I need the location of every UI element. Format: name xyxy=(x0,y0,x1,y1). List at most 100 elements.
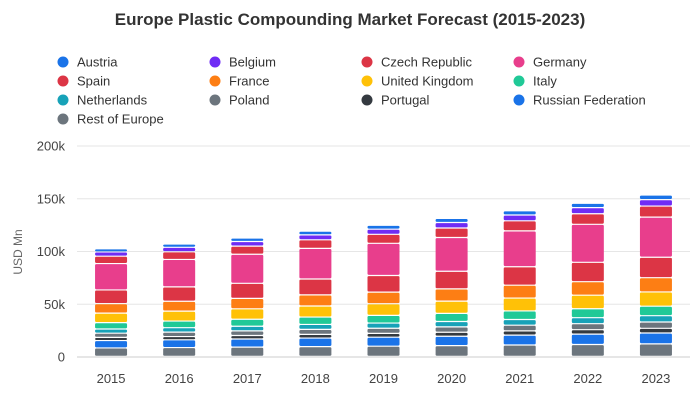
legend-item-czech-republic[interactable]: Czech Republic xyxy=(361,55,473,70)
bar-segment-germany[interactable] xyxy=(367,243,400,275)
bar-segment-russian-federation[interactable] xyxy=(435,336,468,346)
bar-segment-poland[interactable] xyxy=(435,327,468,332)
bar-segment-france[interactable] xyxy=(163,301,196,311)
bar-segment-russian-federation[interactable] xyxy=(639,333,672,344)
bar-segment-netherlands[interactable] xyxy=(163,328,196,332)
bar-segment-poland[interactable] xyxy=(95,333,128,337)
bar-segment-portugal[interactable] xyxy=(231,336,264,339)
bar-segment-russian-federation[interactable] xyxy=(367,337,400,346)
bar-segment-germany[interactable] xyxy=(503,231,536,267)
bar-segment-italy[interactable] xyxy=(95,323,128,329)
bar-segment-belgium[interactable] xyxy=(163,247,196,252)
legend-item-spain[interactable]: Spain xyxy=(57,74,111,89)
legend-item-portugal[interactable]: Portugal xyxy=(361,93,430,108)
bar-segment-united-kingdom[interactable] xyxy=(95,313,128,323)
bar-segment-spain[interactable] xyxy=(163,287,196,301)
bar-segment-belgium[interactable] xyxy=(435,223,468,228)
bar-segment-italy[interactable] xyxy=(435,313,468,321)
bar-segment-spain[interactable] xyxy=(571,262,604,282)
bar-segment-austria[interactable] xyxy=(435,219,468,222)
bar-segment-poland[interactable] xyxy=(503,325,536,331)
bar-segment-belgium[interactable] xyxy=(503,215,536,221)
legend-item-russian-federation[interactable]: Russian Federation xyxy=(513,93,646,108)
bar-segment-netherlands[interactable] xyxy=(435,322,468,327)
bar-segment-germany[interactable] xyxy=(163,260,196,287)
bar-segment-portugal[interactable] xyxy=(639,328,672,333)
bar-stack-2023[interactable] xyxy=(639,195,672,356)
bar-segment-italy[interactable] xyxy=(571,309,604,318)
bar-segment-portugal[interactable] xyxy=(435,332,468,336)
bar-segment-poland[interactable] xyxy=(231,331,264,335)
bar-segment-united-kingdom[interactable] xyxy=(639,292,672,306)
bar-stack-2021[interactable] xyxy=(503,211,536,356)
bar-segment-italy[interactable] xyxy=(299,317,332,324)
bar-segment-czech-republic[interactable] xyxy=(163,252,196,259)
bar-segment-spain[interactable] xyxy=(639,257,672,278)
bar-segment-rest-of-europe[interactable] xyxy=(163,348,196,356)
bar-segment-czech-republic[interactable] xyxy=(231,246,264,254)
bar-segment-rest-of-europe[interactable] xyxy=(503,345,536,356)
bar-segment-italy[interactable] xyxy=(163,321,196,328)
bar-segment-spain[interactable] xyxy=(367,276,400,292)
bar-segment-united-kingdom[interactable] xyxy=(163,311,196,321)
legend-item-poland[interactable]: Poland xyxy=(209,93,270,108)
bar-segment-rest-of-europe[interactable] xyxy=(95,348,128,356)
bar-segment-portugal[interactable] xyxy=(571,330,604,334)
bar-segment-portugal[interactable] xyxy=(367,334,400,337)
bar-segment-united-kingdom[interactable] xyxy=(299,306,332,317)
bar-segment-czech-republic[interactable] xyxy=(435,228,468,237)
bar-segment-poland[interactable] xyxy=(367,328,400,333)
legend-item-netherlands[interactable]: Netherlands xyxy=(57,93,148,108)
bar-segment-france[interactable] xyxy=(231,298,264,309)
bar-stack-2020[interactable] xyxy=(435,219,468,356)
bar-segment-austria[interactable] xyxy=(503,211,536,215)
legend-item-austria[interactable]: Austria xyxy=(57,55,119,70)
bar-segment-belgium[interactable] xyxy=(299,235,332,240)
bar-segment-czech-republic[interactable] xyxy=(367,234,400,243)
bar-segment-germany[interactable] xyxy=(95,264,128,290)
bar-segment-netherlands[interactable] xyxy=(95,329,128,333)
legend-item-france[interactable]: France xyxy=(209,74,270,89)
bar-segment-germany[interactable] xyxy=(231,254,264,283)
bar-segment-italy[interactable] xyxy=(367,315,400,323)
bar-segment-france[interactable] xyxy=(639,278,672,292)
bar-segment-russian-federation[interactable] xyxy=(95,341,128,348)
legend-item-germany[interactable]: Germany xyxy=(513,55,587,70)
bar-segment-germany[interactable] xyxy=(571,224,604,262)
bar-segment-austria[interactable] xyxy=(571,203,604,208)
bar-segment-russian-federation[interactable] xyxy=(163,340,196,347)
bar-segment-united-kingdom[interactable] xyxy=(503,298,536,311)
bar-segment-italy[interactable] xyxy=(503,311,536,319)
bar-segment-netherlands[interactable] xyxy=(231,326,264,331)
bar-segment-belgium[interactable] xyxy=(639,200,672,206)
bar-segment-austria[interactable] xyxy=(639,195,672,200)
bar-segment-portugal[interactable] xyxy=(163,337,196,340)
bar-segment-austria[interactable] xyxy=(299,231,332,235)
bar-segment-italy[interactable] xyxy=(231,319,264,326)
bar-stack-2018[interactable] xyxy=(299,231,332,356)
legend-item-italy[interactable]: Italy xyxy=(513,74,558,89)
bar-segment-netherlands[interactable] xyxy=(571,318,604,324)
bar-segment-united-kingdom[interactable] xyxy=(435,301,468,313)
bar-segment-france[interactable] xyxy=(95,304,128,313)
bar-stack-2016[interactable] xyxy=(163,244,196,356)
bar-segment-spain[interactable] xyxy=(503,267,536,285)
bar-segment-netherlands[interactable] xyxy=(503,320,536,325)
bar-segment-poland[interactable] xyxy=(299,329,332,334)
bar-stack-2022[interactable] xyxy=(571,203,604,356)
bar-segment-france[interactable] xyxy=(503,285,536,298)
bar-segment-france[interactable] xyxy=(299,295,332,306)
legend-item-rest-of-europe[interactable]: Rest of Europe xyxy=(57,112,164,127)
bar-segment-czech-republic[interactable] xyxy=(95,256,128,263)
bar-segment-russian-federation[interactable] xyxy=(503,335,536,345)
bar-segment-poland[interactable] xyxy=(639,322,672,328)
bar-segment-portugal[interactable] xyxy=(95,338,128,340)
bar-segment-united-kingdom[interactable] xyxy=(231,309,264,319)
bar-segment-austria[interactable] xyxy=(95,249,128,252)
bar-segment-czech-republic[interactable] xyxy=(503,221,536,231)
bar-segment-czech-republic[interactable] xyxy=(639,206,672,217)
legend-item-belgium[interactable]: Belgium xyxy=(209,55,276,70)
bar-segment-rest-of-europe[interactable] xyxy=(435,346,468,356)
bar-segment-united-kingdom[interactable] xyxy=(367,304,400,315)
bar-segment-belgium[interactable] xyxy=(571,208,604,214)
